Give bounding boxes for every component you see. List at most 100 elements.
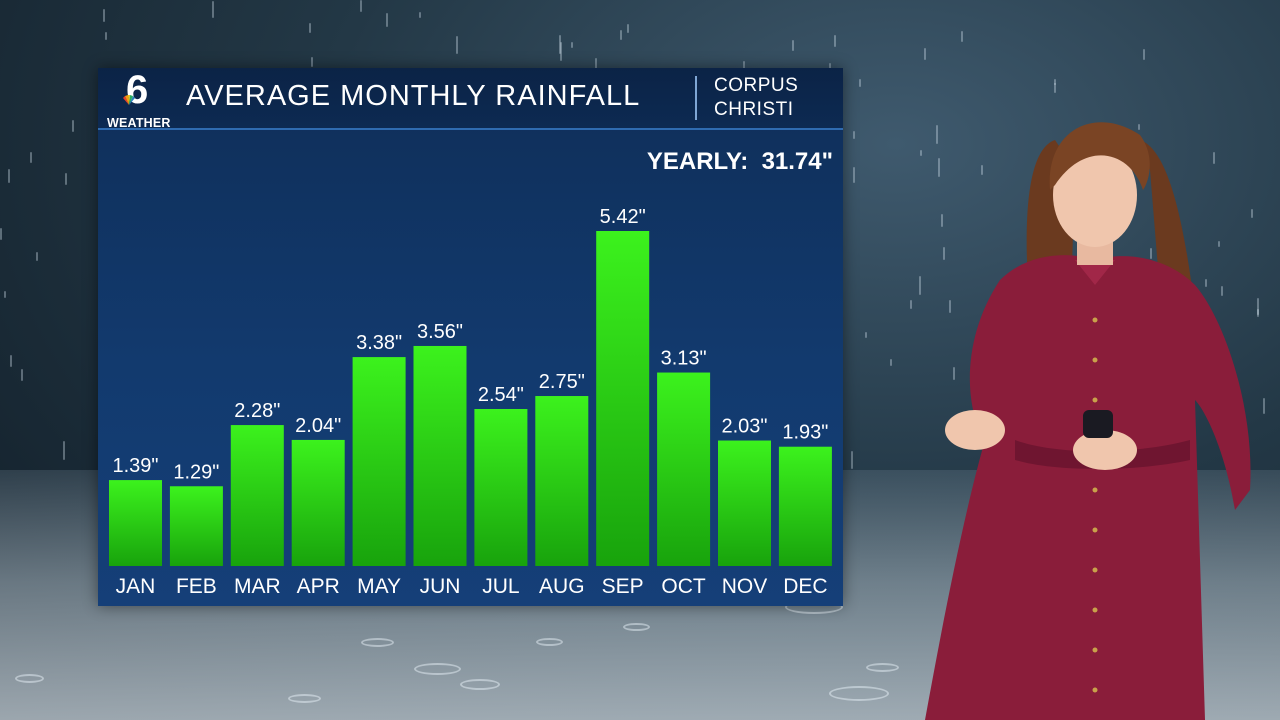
chart-title: AVERAGE MONTHLY RAINFALL bbox=[186, 80, 641, 112]
location-label: CORPUS CHRISTI bbox=[714, 74, 798, 122]
rain-streak bbox=[949, 300, 951, 313]
rain-streak bbox=[8, 169, 10, 183]
rain-streak bbox=[1213, 152, 1215, 164]
rain-streak bbox=[834, 35, 836, 47]
rain-streak bbox=[1251, 209, 1253, 218]
bar-value-label: 5.42" bbox=[600, 206, 646, 228]
category-label: JUL bbox=[482, 575, 519, 598]
bar-sep bbox=[596, 231, 650, 566]
rain-streak bbox=[212, 1, 214, 18]
category-label: OCT bbox=[661, 575, 706, 598]
bar-feb bbox=[169, 486, 223, 566]
rain-streak bbox=[981, 165, 983, 175]
bar-aug bbox=[535, 396, 589, 566]
rain-streak bbox=[0, 228, 2, 240]
rain-streak bbox=[30, 152, 32, 163]
bar-value-label: 3.13" bbox=[661, 348, 707, 370]
rain-streak bbox=[924, 48, 926, 60]
rain-streak bbox=[1221, 286, 1223, 296]
category-label: JAN bbox=[116, 575, 156, 598]
rain-streak bbox=[1218, 241, 1220, 247]
puddle-ripple bbox=[361, 638, 394, 647]
rain-streak bbox=[1263, 398, 1265, 414]
rain-streak bbox=[309, 23, 311, 33]
bar-value-label: 3.38" bbox=[356, 332, 402, 354]
yearly-total: YEARLY: 31.74" bbox=[647, 148, 833, 176]
rain-streak bbox=[4, 291, 6, 298]
category-label: JUN bbox=[420, 575, 461, 598]
rain-streak bbox=[936, 125, 938, 144]
category-label: MAY bbox=[357, 575, 401, 598]
rain-streak bbox=[595, 58, 597, 75]
header-divider bbox=[695, 76, 697, 120]
bar-jul bbox=[474, 409, 528, 566]
rain-streak bbox=[620, 30, 622, 40]
puddle-ripple bbox=[536, 638, 563, 646]
category-label: NOV bbox=[722, 575, 768, 598]
rain-streak bbox=[961, 31, 963, 42]
bar-value-label: 1.29" bbox=[173, 461, 219, 483]
puddle-ripple bbox=[829, 686, 889, 701]
rain-streak bbox=[890, 359, 892, 366]
rain-streak bbox=[1257, 298, 1259, 315]
presenter-figure bbox=[925, 122, 1251, 720]
location-line-2: CHRISTI bbox=[714, 99, 794, 120]
rain-streak bbox=[105, 32, 107, 40]
station-logo: 6 WEATHER bbox=[104, 68, 182, 130]
rain-streak bbox=[559, 35, 561, 54]
bar-apr bbox=[291, 439, 345, 566]
rain-streak bbox=[919, 276, 921, 295]
rain-streak bbox=[865, 332, 867, 338]
rain-streak bbox=[63, 441, 65, 460]
bar-value-label: 2.75" bbox=[539, 371, 585, 393]
rain-streak bbox=[1143, 49, 1145, 60]
bar-value-label: 1.93" bbox=[782, 422, 828, 444]
rain-streak bbox=[21, 369, 23, 381]
graphic-header: 6 WEATHER AVERAGE MONTHLY RAINFALL CORPU… bbox=[98, 68, 843, 130]
rain-streak bbox=[311, 57, 313, 67]
rain-streak bbox=[853, 167, 855, 183]
rain-streak bbox=[953, 367, 955, 380]
rain-streak bbox=[65, 173, 67, 185]
peacock-icon bbox=[123, 95, 135, 105]
puddle-ripple bbox=[460, 679, 500, 690]
rain-streak bbox=[1257, 309, 1259, 317]
rain-streak bbox=[792, 40, 794, 51]
rain-streak bbox=[920, 150, 922, 156]
logo-weather-text: WEATHER bbox=[107, 116, 171, 130]
category-label: SEP bbox=[602, 575, 644, 598]
rain-streak bbox=[829, 63, 831, 72]
yearly-label: YEARLY: bbox=[646, 148, 749, 175]
bar-dec bbox=[778, 446, 832, 566]
rain-streak bbox=[941, 214, 943, 227]
bar-mar bbox=[230, 425, 284, 566]
rain-streak bbox=[456, 36, 458, 54]
bar-value-label: 2.28" bbox=[234, 400, 280, 422]
rain-streak bbox=[853, 131, 855, 139]
rain-streak bbox=[938, 158, 940, 177]
rain-streak bbox=[1054, 79, 1056, 85]
rain-streak bbox=[386, 13, 388, 27]
rain-streak bbox=[859, 79, 861, 87]
bar-jun bbox=[413, 345, 467, 566]
bar-chart: 1.39" JAN 1.29" FEB 2.28" MAR 2.04" APR 3.38" MAY… bbox=[109, 206, 832, 598]
rain-streak bbox=[571, 42, 573, 48]
rainfall-graphic: 6 WEATHER AVERAGE MONTHLY RAINFALL CORPU… bbox=[98, 68, 843, 606]
rain-streak bbox=[419, 12, 421, 18]
rain-streak bbox=[36, 252, 38, 261]
rain-streak bbox=[910, 300, 912, 309]
rain-streak bbox=[627, 24, 629, 33]
rain-streak bbox=[1150, 248, 1152, 259]
rain-streak bbox=[10, 355, 12, 367]
category-label: DEC bbox=[783, 575, 827, 598]
bar-value-label: 2.54" bbox=[478, 384, 524, 406]
category-label: FEB bbox=[176, 575, 217, 598]
bar-value-label: 2.04" bbox=[295, 415, 341, 437]
rain-streak bbox=[360, 0, 362, 12]
rain-streak bbox=[103, 9, 105, 22]
bar-value-label: 2.03" bbox=[721, 416, 767, 438]
rain-streak bbox=[1054, 83, 1056, 93]
bar-jan bbox=[109, 480, 162, 566]
rain-streak bbox=[560, 42, 562, 61]
puddle-ripple bbox=[15, 674, 44, 683]
